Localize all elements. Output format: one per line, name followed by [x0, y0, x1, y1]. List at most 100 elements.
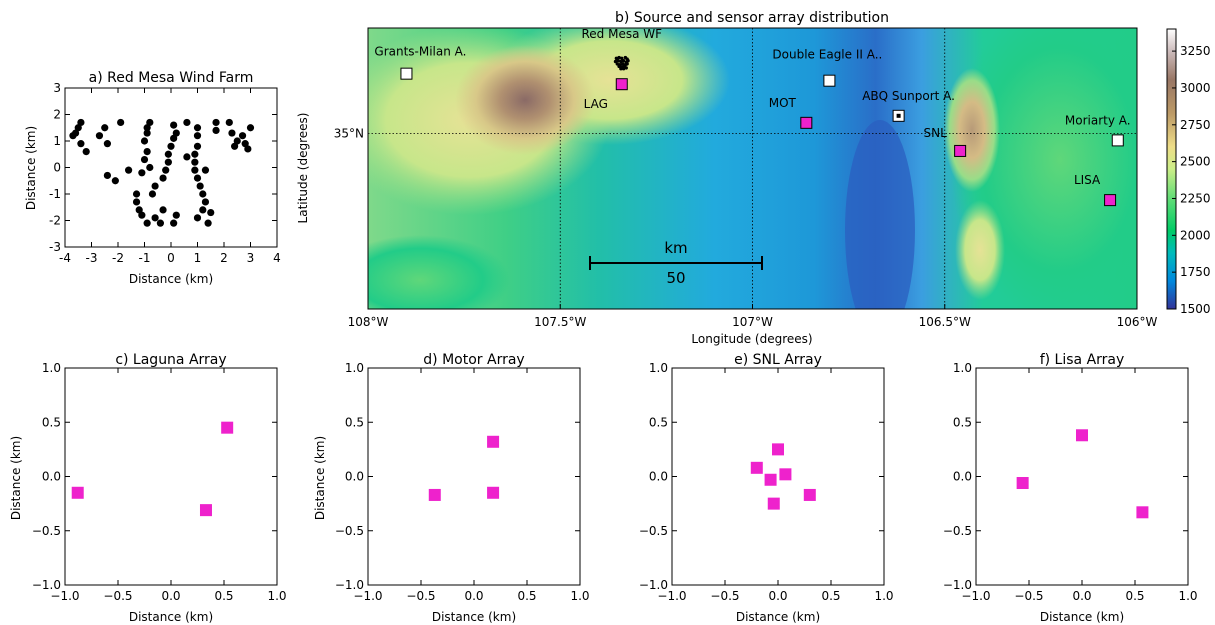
data-point-a: [148, 190, 157, 198]
y-tick-label-e: 0.5: [649, 415, 668, 429]
panel-source-sensor-map: b) Source and sensor array distribution …: [296, 10, 1211, 346]
colorbar-tick-label: 1750: [1180, 265, 1211, 279]
wind-turbine-marker: [624, 66, 628, 70]
data-point-c: [221, 421, 234, 434]
panel-d-plot-area: −1.0 −0.5 0.0 0.5 1.0 −1.0 −0.5 0.0 0.5 1.0: [335, 361, 590, 603]
data-point-a: [212, 126, 220, 134]
scale-bar-value: 50: [666, 269, 685, 287]
y-tick-label-c: 0.5: [42, 415, 61, 429]
data-point-a: [244, 145, 252, 153]
data-point-a: [170, 121, 178, 129]
y-tick-label-a: 1: [53, 134, 61, 148]
sensor-array-marker: [800, 116, 813, 129]
sensor-array-marker: [1104, 194, 1117, 207]
airport-marker: [400, 67, 413, 80]
panel-d-title: d) Motor Array: [423, 352, 524, 368]
panel-c-plot-area: −1.0 −0.5 0.0 0.5 1.0 −1.0 −0.5 0.0 0.5 1.0: [32, 361, 287, 603]
wind-turbine-marker: [620, 62, 625, 66]
plot-frame-a: [64, 87, 278, 248]
elevation-mount-taylor: [455, 45, 595, 155]
wind-turbine-marker: [621, 67, 626, 71]
elevation-river-valley: [845, 120, 915, 309]
data-point-a: [199, 190, 207, 198]
site-label: Moriarty A.: [1065, 113, 1131, 127]
data-point-a: [117, 118, 125, 127]
x-tick-label-a: -3: [86, 251, 98, 265]
data-point-f: [1016, 477, 1029, 490]
panel-c-title: c) Laguna Array: [115, 352, 226, 368]
y-tick-label-e: −1.0: [639, 578, 668, 592]
panel-lisa-array: f) Lisa Array −1.0 −0.5 0.0 0.5 1.0 −1.0 −0.5 0…: [943, 352, 1198, 624]
y-tick-label-a: 2: [53, 108, 61, 122]
data-point-a: [138, 211, 146, 219]
data-point-a: [77, 140, 85, 148]
data-point-a: [191, 150, 199, 158]
y-tick-label-f: 1.0: [953, 361, 972, 375]
x-tick-label-c: 0.0: [161, 589, 180, 603]
y-tick-label-c: −0.5: [32, 524, 61, 538]
data-point-e: [750, 461, 763, 474]
elevation-manzano-mountains: [955, 200, 1005, 300]
data-point-e: [772, 443, 784, 456]
y-tick-label-a: -2: [49, 214, 61, 228]
data-point-e: [767, 497, 780, 510]
y-tick-label-d: 1.0: [345, 361, 364, 375]
y-tick-label-f: 0.5: [953, 415, 972, 429]
wind-turbine-marker: [625, 62, 629, 66]
panel-motor-array: d) Motor Array −1.0 −0.5 0.0 0.5 1.0 −1.0 −0.5…: [313, 352, 590, 624]
y-tick-label-e: −0.5: [639, 524, 668, 538]
y-tick-label-a: 0: [53, 161, 61, 175]
site-label: MOT: [769, 96, 797, 110]
panel-e-title: e) SNL Array: [734, 352, 822, 368]
x-tick-label-a: 1: [194, 251, 202, 265]
data-point-a: [241, 140, 249, 148]
airport-marker: [823, 74, 836, 87]
site-label: SNL: [923, 126, 947, 140]
map-x-tick-label: 108°W: [348, 315, 389, 329]
data-point-a: [140, 155, 149, 164]
data-point-a: [183, 118, 191, 127]
y-tick-label-e: 1.0: [649, 361, 668, 375]
site-label: LAG: [584, 97, 608, 111]
data-point-a: [193, 124, 202, 132]
colorbar-tick-label: 2000: [1180, 228, 1211, 242]
y-tick-label-c: −1.0: [32, 578, 61, 592]
y-tick-label-a: -1: [49, 187, 61, 201]
y-tick-label-d: 0.0: [345, 470, 364, 484]
plot-frame-f: [975, 367, 1189, 586]
data-point-a: [212, 118, 220, 127]
sensor-array-marker: [615, 78, 628, 91]
data-point-d: [487, 435, 500, 448]
colorbar-tick-label: 2750: [1180, 118, 1211, 132]
x-tick-label-d: −1.0: [353, 589, 382, 603]
data-point-a: [143, 148, 151, 156]
y-tick-label-e: 0.0: [649, 470, 668, 484]
x-tick-label-a: 4: [273, 251, 281, 265]
x-tick-label-f: 0.0: [1072, 589, 1091, 603]
data-point-a: [143, 219, 151, 227]
x-tick-label-d: 0.0: [464, 589, 483, 603]
data-point-a: [172, 211, 180, 219]
wind-turbine-marker: [615, 62, 619, 66]
data-point-a: [103, 171, 111, 180]
data-point-e: [764, 473, 777, 486]
x-tick-label-a: 3: [247, 251, 255, 265]
x-tick-label-f: 1.0: [1178, 589, 1197, 603]
data-point-a: [199, 206, 207, 214]
x-tick-label-e: 0.5: [821, 589, 840, 603]
y-tick-label-c: 0.0: [42, 470, 61, 484]
y-tick-label-d: −0.5: [335, 524, 364, 538]
wind-turbine-marker: [626, 59, 630, 63]
data-point-a: [170, 134, 178, 142]
elevation-sandia-mountains: [944, 68, 1000, 192]
data-point-a: [132, 198, 141, 206]
y-tick-label-f: 0.0: [953, 470, 972, 484]
data-point-a: [146, 118, 154, 127]
data-point-e: [779, 468, 792, 481]
x-tick-label-e: 0.0: [768, 589, 787, 603]
data-point-a: [146, 163, 154, 172]
plot-frame-e: [671, 367, 885, 586]
wind-turbine-marker: [621, 59, 626, 63]
data-point-a: [231, 142, 239, 150]
data-point-a: [162, 166, 170, 174]
